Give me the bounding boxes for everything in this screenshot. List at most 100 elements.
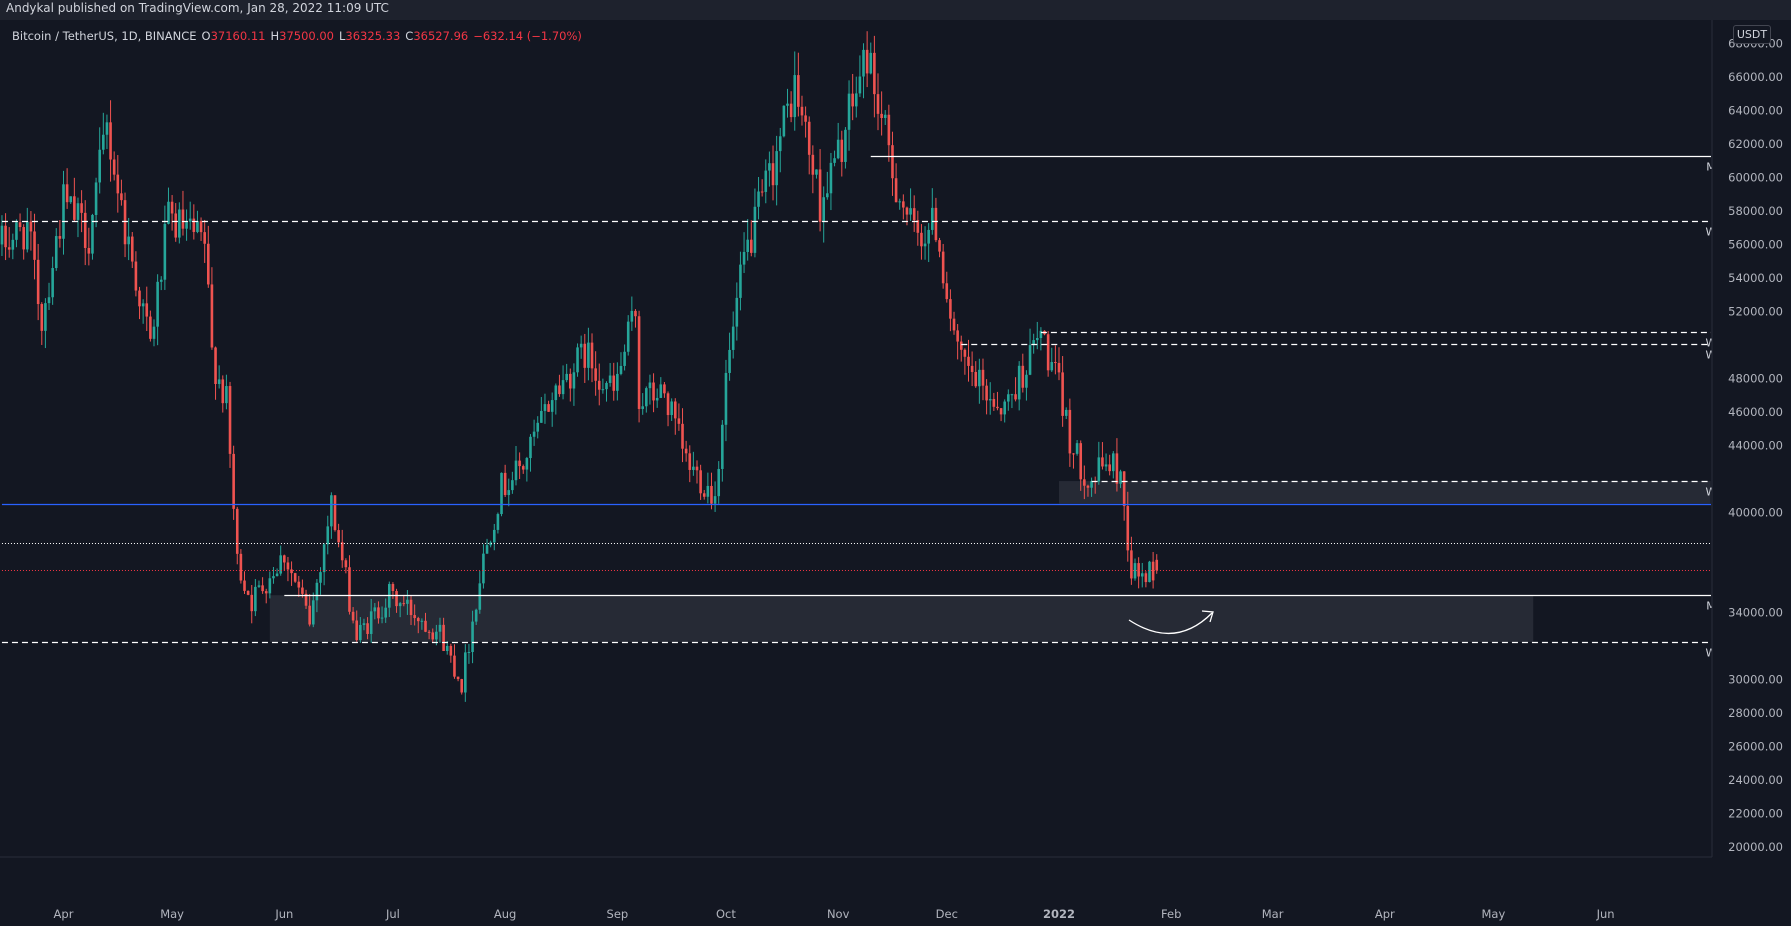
candle-body	[489, 542, 492, 546]
timeframe-marker: M	[1706, 600, 1716, 613]
candle-body	[1112, 453, 1115, 472]
candle-body	[149, 316, 152, 339]
candle-body	[702, 493, 706, 497]
candle-body	[699, 470, 702, 494]
candle-body	[1046, 334, 1050, 371]
candle-body	[760, 191, 764, 193]
candle-body	[529, 436, 532, 459]
y-tick-label: 52000.00	[1728, 304, 1783, 318]
close-label: C	[405, 29, 414, 43]
candle-body	[1151, 561, 1155, 581]
candle-body	[590, 342, 594, 369]
candle-body	[554, 385, 558, 401]
candle-body	[36, 259, 40, 305]
support-zone	[1059, 481, 1711, 504]
timeframe-marker: W	[1706, 226, 1717, 239]
time-axis-bg	[0, 857, 1791, 926]
candle-body	[626, 321, 630, 352]
symbol-label[interactable]: Bitcoin / TetherUS, 1D, BINANCE	[12, 29, 197, 43]
candle-body	[442, 624, 445, 652]
arrow-curve	[1128, 612, 1213, 634]
candle-body	[340, 542, 344, 561]
candle-body	[854, 93, 858, 107]
candle-body	[398, 603, 402, 607]
candle-body	[1090, 481, 1093, 488]
candle-body	[112, 159, 116, 175]
low-label: L	[339, 29, 346, 43]
candle-body	[753, 206, 757, 253]
candle-body	[1017, 365, 1021, 400]
candle-body	[152, 326, 156, 339]
candle-body	[225, 386, 228, 404]
candle-body	[0, 225, 4, 245]
candle-body	[174, 213, 178, 238]
candle-body	[905, 207, 909, 215]
candle-body	[909, 208, 912, 215]
candle-body	[587, 342, 590, 368]
candle-body	[706, 485, 710, 497]
candle-body	[616, 373, 619, 391]
price-chart[interactable]: 61299.81M57412.35W50775.48W50053.90W4186…	[0, 20, 1791, 926]
candle-body	[536, 422, 540, 432]
candle-body	[558, 385, 561, 395]
candle-body	[721, 424, 724, 469]
candle-body	[959, 341, 963, 350]
x-tick-label: Dec	[936, 907, 958, 921]
candle-body	[120, 193, 123, 201]
candle-body	[876, 94, 880, 114]
ohlc-legend: Bitcoin / TetherUS, 1D, BINANCE O37160.11…	[12, 29, 582, 43]
candle-body	[65, 184, 69, 203]
candle-body	[188, 218, 192, 222]
candle-body	[478, 583, 482, 610]
candle-body	[54, 236, 58, 269]
candle-body	[865, 49, 869, 74]
candle-body	[1148, 561, 1151, 583]
candle-body	[272, 576, 275, 579]
candle-body	[873, 52, 876, 95]
candle-body	[210, 284, 214, 348]
candle-body	[138, 290, 141, 307]
candle-body	[547, 404, 550, 412]
candle-body	[228, 386, 232, 454]
candle-body	[797, 75, 800, 107]
timeframe-marker: M	[1706, 161, 1716, 174]
candle-body	[1079, 443, 1083, 480]
candle-body	[1007, 394, 1010, 402]
candle-body	[938, 240, 941, 252]
candle-body	[782, 105, 786, 137]
candle-body	[543, 404, 547, 411]
candle-body	[673, 401, 677, 419]
candle-body	[199, 221, 203, 233]
arrow-head	[1201, 610, 1214, 623]
candle-body	[511, 480, 514, 491]
candle-body	[655, 397, 659, 401]
y-tick-label: 22000.00	[1728, 807, 1783, 821]
price-axis-bg	[1712, 20, 1791, 926]
x-tick-label: Feb	[1161, 907, 1181, 921]
candle-body	[62, 184, 65, 239]
candle-body	[297, 581, 301, 588]
y-tick-label: 46000.00	[1728, 405, 1783, 419]
candle-body	[127, 236, 130, 245]
candle-body	[666, 393, 670, 416]
candle-body	[771, 163, 775, 186]
candle-body	[87, 247, 91, 254]
timeframe-marker: W	[1706, 647, 1717, 660]
candle-body	[750, 239, 753, 253]
candle-body	[663, 384, 666, 394]
candle-body	[4, 225, 7, 248]
candle-body	[15, 222, 18, 240]
candle-body	[713, 496, 717, 504]
y-tick-label: 24000.00	[1728, 773, 1783, 787]
candle-body	[355, 620, 359, 641]
candle-body	[196, 221, 199, 232]
candle-body	[1054, 362, 1057, 364]
candle-body	[862, 49, 865, 77]
y-tick-label: 40000.00	[1728, 505, 1783, 519]
candle-body	[648, 382, 652, 389]
currency-button[interactable]: USDT	[1733, 25, 1771, 44]
candle-body	[949, 299, 952, 319]
x-tick-label: Jun	[1596, 907, 1615, 921]
candle-body	[807, 121, 811, 155]
candle-body	[1068, 409, 1072, 454]
